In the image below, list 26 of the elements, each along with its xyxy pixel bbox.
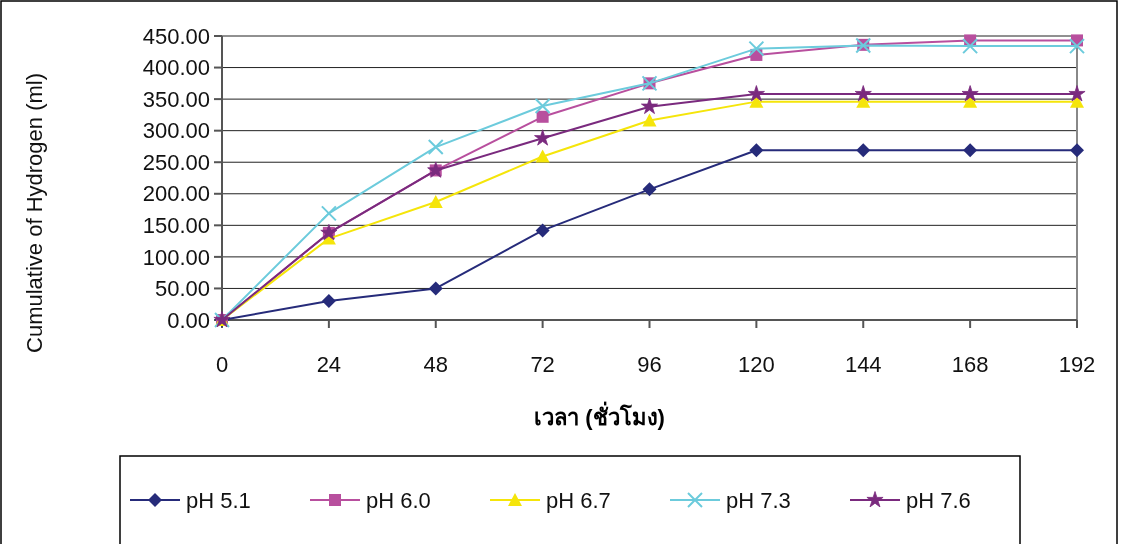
y-tick-label: 50.00 bbox=[154, 276, 210, 302]
x-tick-label: 96 bbox=[637, 352, 662, 377]
x-tick-label: 0 bbox=[215, 352, 229, 377]
y-tick-label: 250.00 bbox=[142, 149, 210, 175]
x-axis-title: เวลา (ชั่วโมง) bbox=[534, 401, 665, 430]
y-axis-title: Cumulative of Hydrogen (ml) bbox=[22, 73, 47, 353]
legend-label: pH 7.6 bbox=[906, 487, 971, 513]
x-tick-label: 72 bbox=[530, 352, 555, 377]
y-tick-label: 400.00 bbox=[142, 55, 210, 81]
y-tick-label: 150.00 bbox=[142, 213, 210, 239]
y-tick-label: 0.00 bbox=[167, 307, 210, 333]
x-tick-label: 168 bbox=[951, 352, 989, 377]
y-tick-label: 200.00 bbox=[142, 181, 210, 207]
y-tick-label: 300.00 bbox=[142, 118, 210, 144]
legend-label: pH 6.0 bbox=[366, 487, 431, 513]
x-tick-label: 48 bbox=[423, 352, 448, 377]
y-tick-label: 450.00 bbox=[142, 23, 210, 49]
x-tick-label: 144 bbox=[844, 352, 882, 377]
legend-label: pH 6.7 bbox=[546, 487, 611, 513]
legend-label: pH 5.1 bbox=[186, 487, 251, 513]
y-tick-label: 100.00 bbox=[142, 244, 210, 270]
legend-label: pH 7.3 bbox=[726, 487, 791, 513]
y-tick-label: 350.00 bbox=[142, 86, 210, 112]
x-tick-label: 192 bbox=[1058, 352, 1096, 377]
x-tick-label: 24 bbox=[316, 352, 342, 377]
x-tick-label: 120 bbox=[738, 352, 775, 377]
